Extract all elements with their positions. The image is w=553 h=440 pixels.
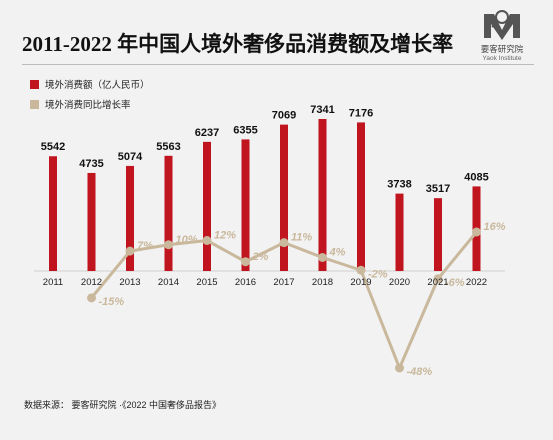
bar-label-2015: 6237 xyxy=(195,127,219,139)
yaok-logo-icon xyxy=(484,10,520,40)
growth-point-2012 xyxy=(87,293,96,303)
bar-label-2013: 5074 xyxy=(118,151,143,163)
legend-swatch-amount xyxy=(30,79,39,89)
x-tick-2012: 2012 xyxy=(81,277,102,288)
bar-label-2021: 3517 xyxy=(426,183,450,195)
data-source: 数据来源： 要客研究院 ·《2022 中国奢侈品报告》 xyxy=(24,400,222,410)
growth-label-2021: -6% xyxy=(445,277,465,289)
legend-item-growth: 境外消费同比增长率 xyxy=(30,96,150,112)
logo-name-en: Yaok Institute xyxy=(482,55,522,62)
bar-label-2012: 4735 xyxy=(79,158,103,170)
x-tick-2018: 2018 xyxy=(312,277,333,288)
bar-label-2022: 4085 xyxy=(464,171,488,183)
x-tick-2021: 2021 xyxy=(427,277,448,288)
growth-label-2017: 11% xyxy=(291,232,312,244)
bar-2013 xyxy=(126,165,134,271)
bar-label-2017: 7069 xyxy=(272,110,296,122)
legend-swatch-growth xyxy=(30,99,39,109)
bar-2017 xyxy=(280,124,288,271)
x-tick-2022: 2022 xyxy=(466,277,487,288)
x-tick-2017: 2017 xyxy=(273,277,294,288)
x-tick-2014: 2014 xyxy=(158,277,179,288)
bar-label-2016: 6355 xyxy=(233,124,257,136)
growth-label-2015: 12% xyxy=(214,230,236,242)
x-tick-2020: 2020 xyxy=(389,277,410,288)
bar-2018 xyxy=(318,119,327,271)
bar-2015 xyxy=(203,141,211,271)
x-tick-2019: 2019 xyxy=(350,277,371,288)
growth-label-2022: 16% xyxy=(484,221,506,233)
legend-label-amount: 境外消费额（亿人民币） xyxy=(45,80,150,91)
growth-point-2013 xyxy=(125,246,135,256)
bar-2019 xyxy=(357,122,365,271)
growth-label-2018: 4% xyxy=(329,247,346,259)
bar-label-2018: 7341 xyxy=(310,104,334,116)
growth-point-2022 xyxy=(472,227,481,237)
bar-2021 xyxy=(434,198,442,271)
logo: 要客研究院 Yaok Institute xyxy=(474,8,530,62)
bar-label-2014: 5563 xyxy=(156,141,180,153)
x-tick-2013: 2013 xyxy=(119,277,140,288)
growth-label-2016: 2% xyxy=(252,251,269,263)
growth-point-2019 xyxy=(356,265,366,275)
bar-2012 xyxy=(87,172,96,271)
x-tick-2015: 2015 xyxy=(196,277,217,288)
bar-2011 xyxy=(49,156,57,271)
chart-title: 2011-2022 年中国人境外奢侈品消费额及增长率 xyxy=(22,32,454,56)
x-tick-2011: 2011 xyxy=(43,277,63,288)
growth-point-2016 xyxy=(241,257,250,267)
x-tick-2016: 2016 xyxy=(235,277,256,288)
legend-item-amount: 境外消费额（亿人民币） xyxy=(30,76,150,92)
bar-label-2020: 3738 xyxy=(387,179,411,191)
growth-point-2018 xyxy=(318,253,327,262)
growth-label-2019: -2% xyxy=(368,268,388,280)
title-divider xyxy=(22,64,534,65)
growth-label-2014: 10% xyxy=(176,234,198,246)
growth-point-2020 xyxy=(395,363,404,373)
bar-label-2019: 7176 xyxy=(349,107,373,119)
growth-label-2013: 7% xyxy=(137,240,153,252)
growth-point-2014 xyxy=(164,240,173,250)
logo-name-cn: 要客研究院 xyxy=(480,44,524,54)
growth-point-2017 xyxy=(279,238,289,248)
growth-label-2012: -15% xyxy=(99,296,125,308)
bar-2020 xyxy=(395,193,404,271)
growth-point-2015 xyxy=(202,236,212,245)
growth-point-2021 xyxy=(433,274,443,284)
legend-label-growth: 境外消费同比增长率 xyxy=(45,100,131,111)
bar-2014 xyxy=(164,155,173,271)
bar-2016 xyxy=(241,139,250,271)
growth-label-2020: -48% xyxy=(407,366,433,378)
legend: 境外消费额（亿人民币） 境外消费同比增长率 xyxy=(30,76,150,116)
bar-label-2011: 5542 xyxy=(41,141,65,153)
